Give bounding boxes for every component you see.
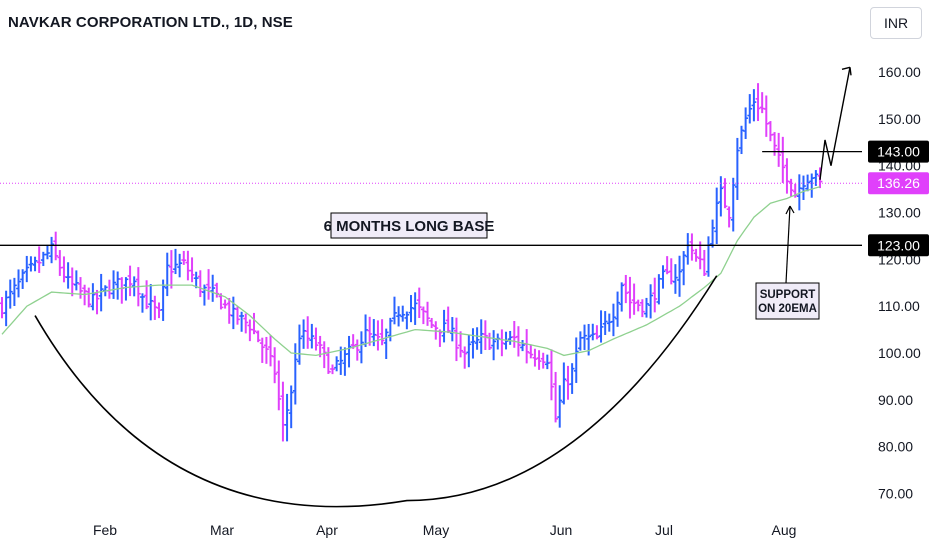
support-label-text: ON 20EMA <box>758 303 817 315</box>
price-tag-label: 143.00 <box>877 144 920 160</box>
x-tick-label: Apr <box>316 522 338 538</box>
base-label-box <box>330 212 488 239</box>
y-tick-label: 100.00 <box>878 345 921 361</box>
price-tag-123.00 <box>868 234 929 257</box>
cup-curve <box>34 275 718 508</box>
annotations-layer: 6 MONTHS LONG BASE SUPPORT ON 20EMA <box>34 66 852 508</box>
levels-layer <box>0 150 862 246</box>
y-tick-label: 160.00 <box>878 64 921 80</box>
y-tick-label: 150.00 <box>878 111 921 127</box>
price-tag-label: 123.00 <box>877 237 920 253</box>
y-tick-label: 80.00 <box>878 439 913 455</box>
price-tag-143.00 <box>868 140 929 163</box>
y-tick-label: 90.00 <box>878 392 913 408</box>
support-arrow-head <box>785 205 795 215</box>
price-tag-136.26 <box>868 172 929 195</box>
ema-layer <box>1 186 821 357</box>
support-arrow <box>785 205 791 284</box>
axes-layer: 160.00150.00140.00130.00120.00110.00100.… <box>93 64 929 538</box>
support-label-text: SUPPORT <box>760 289 816 301</box>
support-label-box <box>755 282 820 320</box>
chart-title: NAVKAR CORPORATION LTD., 1D, NSE <box>8 14 293 31</box>
breakout-arrow <box>819 67 851 180</box>
x-tick-label: Jun <box>550 522 573 538</box>
price-tag-label: 136.26 <box>877 175 920 191</box>
y-tick-label: 70.00 <box>878 486 913 502</box>
x-tick-label: May <box>423 522 449 538</box>
y-tick-label: 130.00 <box>878 205 921 221</box>
ema-20-line <box>1 186 821 357</box>
x-tick-label: Jul <box>655 522 673 538</box>
y-tick-label: 110.00 <box>878 298 920 314</box>
x-tick-label: Aug <box>772 522 797 538</box>
price-bars <box>0 83 823 442</box>
breakout-arrow-head <box>841 66 852 76</box>
x-tick-label: Feb <box>93 522 117 538</box>
currency-button[interactable]: INR <box>870 7 922 39</box>
x-tick-label: Mar <box>210 522 234 538</box>
base-label-text: 6 MONTHS LONG BASE <box>324 218 495 235</box>
